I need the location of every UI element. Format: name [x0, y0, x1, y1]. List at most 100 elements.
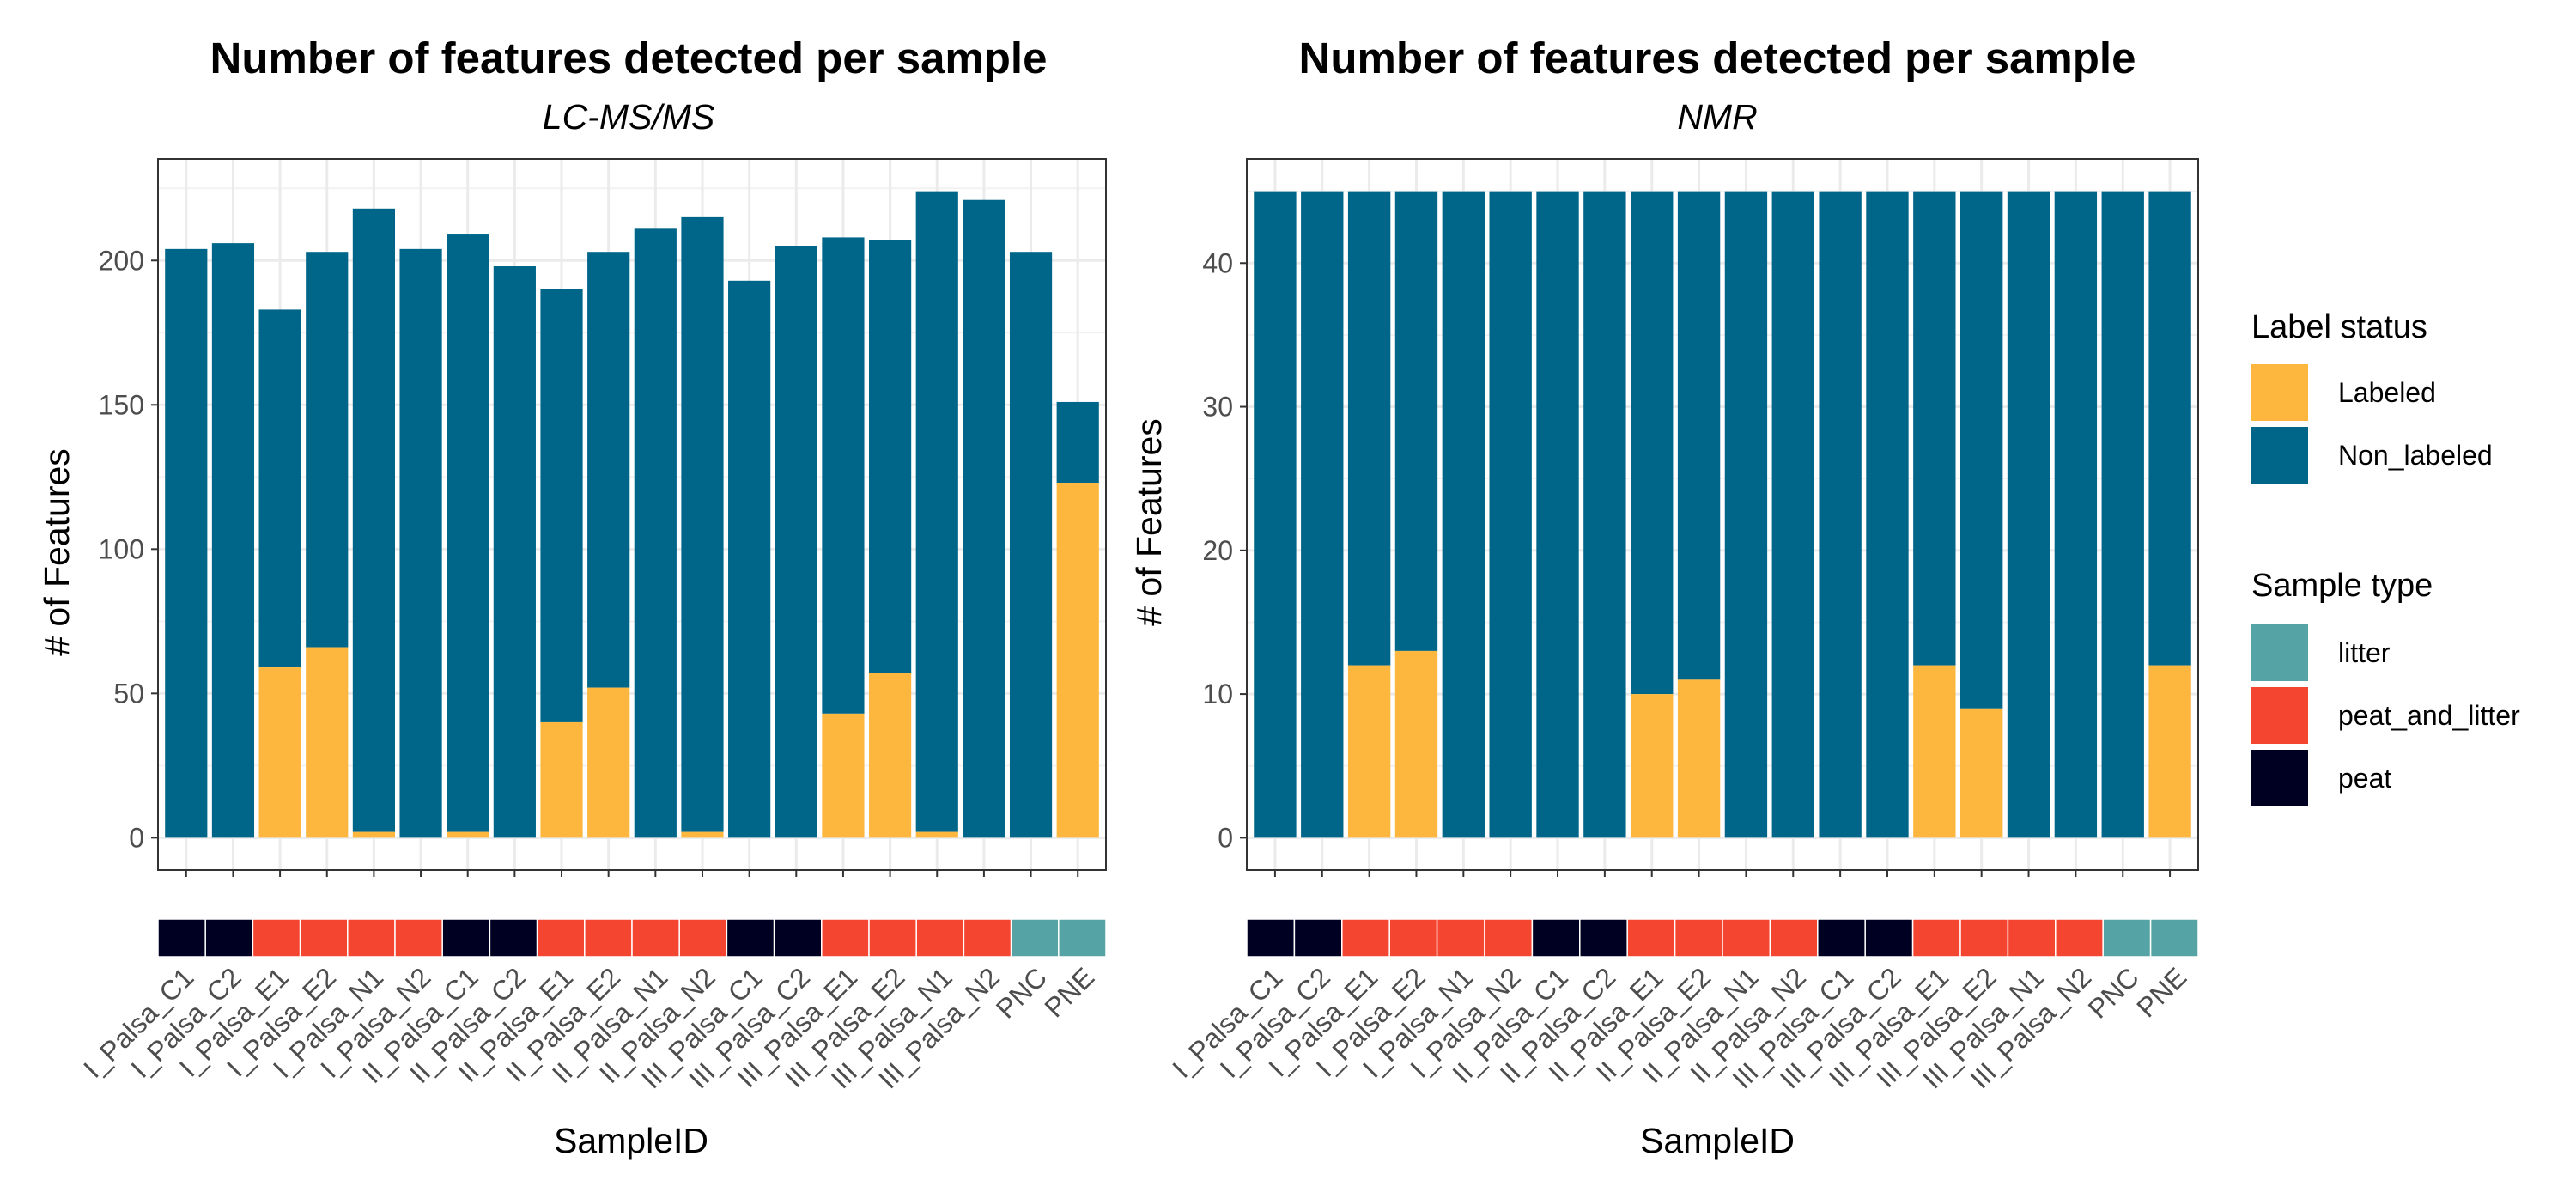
x-axis-label: SampleID [554, 1121, 708, 1160]
bar-labeled [258, 667, 301, 838]
bar-non-labeled [634, 228, 677, 838]
bar-non-labeled [915, 191, 958, 832]
y-axis-label: # of Features [1129, 418, 1169, 626]
sample-type-tile [915, 918, 965, 958]
bar-non-labeled [2054, 191, 2098, 838]
bar-non-labeled [1056, 401, 1099, 484]
bar-non-labeled [352, 208, 395, 832]
chart-title: Number of features detected per sample [1299, 33, 2136, 82]
sample-type-tile [1769, 918, 1819, 958]
bar-labeled [1677, 679, 1721, 838]
bar-non-labeled [1960, 191, 2003, 709]
sample-type-tile [1674, 918, 1723, 958]
y-tick-label: 50 [113, 678, 144, 709]
x-tick-label: PNE [1038, 961, 1100, 1023]
sample-type-tile [157, 918, 206, 958]
sample-type-tile [204, 918, 254, 958]
bar-non-labeled [1913, 191, 1956, 666]
bar-non-labeled [211, 243, 255, 838]
bar-non-labeled [869, 240, 912, 673]
legend-label-labeled: Labeled [2338, 377, 2436, 408]
sample-type-tile [1388, 918, 1438, 958]
bar-non-labeled [540, 289, 583, 722]
bar-non-labeled [1583, 191, 1626, 838]
sample-type-tile [2149, 918, 2199, 958]
sample-type-tile [1864, 918, 1914, 958]
bar-labeled [915, 831, 958, 838]
sample-type-tile [252, 918, 301, 958]
bar-non-labeled [587, 252, 630, 688]
bar-labeled [1394, 650, 1438, 838]
sample-type-tile [963, 918, 1012, 958]
sample-type-tile [1010, 918, 1060, 958]
y-tick-label: 150 [99, 389, 144, 420]
x-tick-label: PNC [2082, 961, 2145, 1024]
legend-label-non-labeled: Non_labeled [2338, 440, 2493, 471]
legend-swatch-labeled [2251, 364, 2308, 421]
y-tick-label: 20 [1202, 535, 1233, 566]
chart-subtitle: LC-MS/MS [543, 97, 714, 137]
bar-non-labeled [2148, 191, 2191, 666]
sample-type-tile [726, 918, 775, 958]
legend-label-litter: litter [2338, 637, 2391, 668]
bar-non-labeled [1866, 191, 1909, 838]
bar-labeled [869, 673, 912, 838]
bar-non-labeled [1631, 191, 1674, 695]
sample-type-tile [1531, 918, 1581, 958]
bar-labeled [447, 831, 489, 838]
bar-non-labeled [258, 309, 301, 668]
bar-labeled [1960, 708, 2003, 838]
bar-non-labeled [1347, 191, 1391, 666]
sample-type-tile [489, 918, 538, 958]
bar-non-labeled [1489, 191, 1532, 838]
y-axis-label: # of Features [37, 448, 76, 656]
sample-type-tile [678, 918, 728, 958]
bar-non-labeled [2007, 191, 2050, 838]
sample-type-tile [441, 918, 491, 958]
bar-non-labeled [1724, 191, 1768, 838]
chart-title: Number of features detected per sample [210, 33, 1048, 82]
sample-type-tile [1626, 918, 1676, 958]
sample-type-tile [347, 918, 396, 958]
sample-type-tile [1722, 918, 1771, 958]
bar-non-labeled [165, 248, 208, 838]
sample-type-tile [1817, 918, 1866, 958]
bar-non-labeled [306, 252, 349, 648]
bar-labeled [352, 831, 395, 838]
bar-non-labeled [775, 246, 817, 838]
legend-label-peat-and-litter: peat_and_litter [2338, 700, 2520, 731]
bar-non-labeled [1301, 191, 1344, 838]
sample-type-tile [1579, 918, 1628, 958]
bar-non-labeled [1536, 191, 1579, 838]
bar-labeled [1631, 694, 1674, 838]
y-tick-label: 0 [1218, 822, 1233, 853]
sample-type-tile [1484, 918, 1534, 958]
bar-non-labeled [1677, 191, 1721, 680]
sample-type-tile [2007, 918, 2057, 958]
bar-non-labeled [681, 216, 724, 832]
sample-type-tile [821, 918, 870, 958]
x-tick-label: PNC [990, 961, 1053, 1024]
y-tick-label: 100 [99, 533, 144, 564]
bar-labeled [1056, 483, 1099, 838]
y-tick-label: 0 [129, 822, 144, 853]
y-tick-label: 40 [1202, 247, 1233, 278]
y-tick-label: 30 [1202, 392, 1233, 423]
legend-swatch-litter [2251, 624, 2308, 681]
sample-type-tile [1341, 918, 1390, 958]
bar-non-labeled [493, 266, 536, 838]
sample-type-tile [1293, 918, 1343, 958]
bar-labeled [306, 647, 349, 838]
sample-type-tile [299, 918, 349, 958]
bar-non-labeled [1009, 252, 1053, 838]
bar-non-labeled [1771, 191, 1814, 838]
sample-type-tile [773, 918, 823, 958]
legend-swatch-peat [2251, 750, 2308, 806]
bar-labeled [1913, 665, 1956, 838]
legend-swatch-non-labeled [2251, 427, 2308, 484]
legend: Label status Labeled Non_labeled Sample … [2251, 309, 2520, 806]
sample-type-tile [631, 918, 680, 958]
legend-title-label-status: Label status [2251, 309, 2427, 345]
legend-label-peat: peat [2338, 763, 2391, 794]
